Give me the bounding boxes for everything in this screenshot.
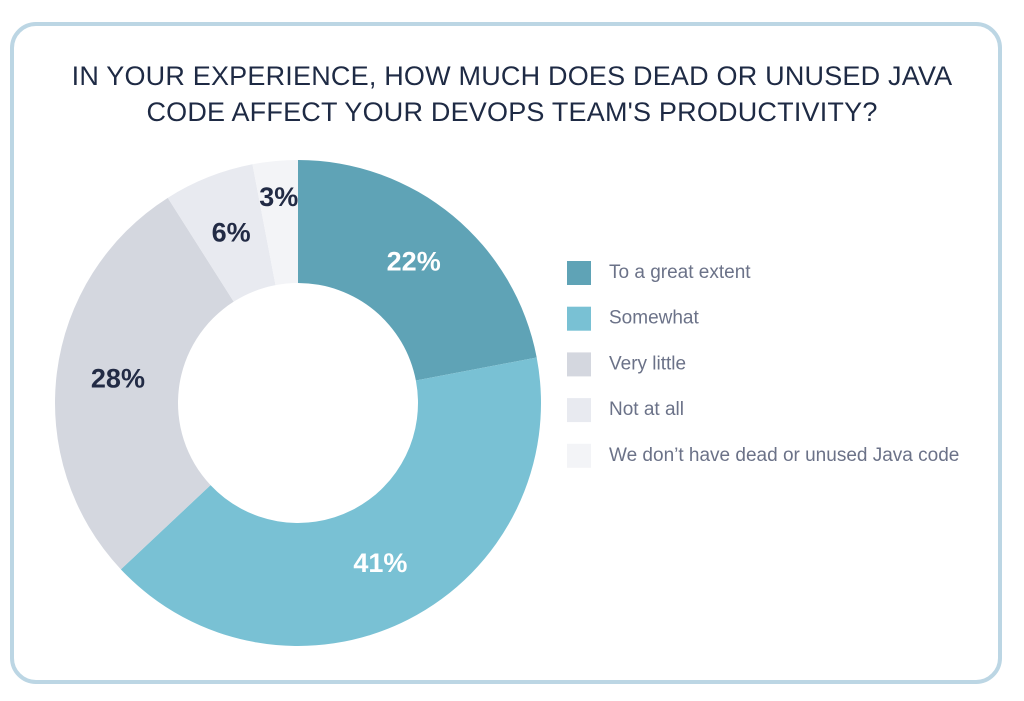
slice-label: 28%: [91, 363, 145, 393]
legend-label: We don’t have dead or unused Java code: [609, 445, 959, 466]
slice-label: 22%: [387, 246, 441, 276]
legend-swatch: [567, 261, 591, 285]
donut-slice: [167, 164, 276, 302]
legend-swatch: [567, 352, 591, 377]
legend-label: To a great extent: [609, 262, 751, 283]
donut-slice: [298, 160, 537, 381]
legend-swatch: [567, 443, 591, 468]
slice-label: 3%: [259, 182, 298, 212]
donut-slice: [54, 197, 234, 570]
slice-label: 41%: [353, 548, 407, 578]
legend-swatch: [567, 306, 591, 331]
legend-label: Somewhat: [609, 308, 699, 329]
donut-slice: [252, 160, 298, 286]
slice-label: 6%: [212, 217, 251, 247]
legend-label: Not at all: [609, 399, 684, 420]
legend-swatch: [567, 398, 591, 423]
legend-label: Very little: [609, 353, 686, 374]
chart-title: IN YOUR EXPERIENCE, HOW MUCH DOES DEAD O…: [71, 61, 953, 127]
donut-slice: [120, 357, 541, 646]
